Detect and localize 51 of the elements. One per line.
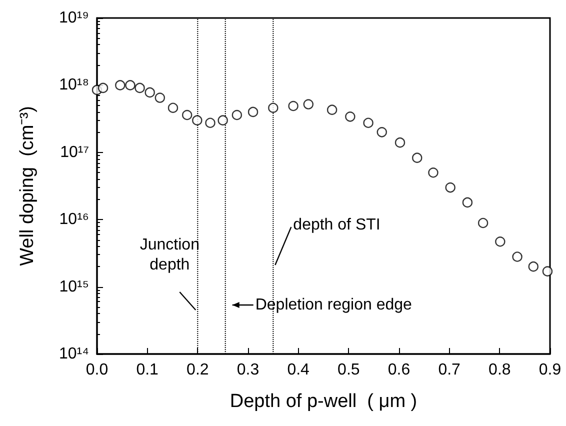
point bbox=[495, 236, 506, 247]
x-tick-label: 0.5 bbox=[338, 362, 360, 378]
point bbox=[528, 261, 538, 272]
point bbox=[182, 110, 192, 120]
y-tick-label: 10¹⁴ bbox=[59, 346, 90, 362]
x-tick-label: 0.9 bbox=[538, 362, 562, 378]
point bbox=[363, 118, 374, 128]
y-tick-label: 10¹⁶ bbox=[59, 211, 89, 228]
point bbox=[125, 80, 136, 90]
y-tick-label: 10¹⁹ bbox=[59, 10, 89, 26]
y-tick-label: 10¹⁷ bbox=[60, 144, 90, 161]
point bbox=[144, 87, 155, 98]
point bbox=[345, 112, 356, 122]
point bbox=[478, 218, 488, 228]
point bbox=[154, 92, 166, 103]
point bbox=[428, 168, 438, 178]
point bbox=[98, 82, 108, 94]
x-axis-title: Depth of p-well ( μm ) bbox=[230, 391, 418, 412]
point bbox=[394, 137, 406, 148]
point bbox=[205, 118, 216, 128]
point bbox=[268, 102, 278, 113]
point bbox=[115, 80, 126, 90]
x-tick-label: 0.7 bbox=[438, 362, 461, 378]
point bbox=[134, 82, 145, 94]
x-tick-label: 0.8 bbox=[488, 362, 511, 378]
x-tick-label: 0.2 bbox=[186, 362, 209, 378]
x-tick-label: 0.4 bbox=[287, 362, 310, 378]
x-tick-label: 0.6 bbox=[388, 362, 410, 378]
point bbox=[303, 99, 314, 110]
point bbox=[326, 104, 338, 115]
ref-line-label: depth of STI bbox=[293, 216, 380, 234]
point bbox=[376, 127, 387, 138]
point bbox=[412, 152, 422, 163]
point bbox=[248, 106, 258, 118]
point bbox=[288, 100, 298, 112]
ref-line-label: Junction depth bbox=[140, 236, 200, 274]
point bbox=[168, 102, 178, 113]
point bbox=[192, 115, 202, 126]
point bbox=[232, 110, 242, 120]
x-tick-label: 0.0 bbox=[86, 362, 108, 378]
point bbox=[512, 252, 522, 262]
x-tick-label: 0.1 bbox=[136, 362, 159, 378]
point bbox=[542, 266, 553, 276]
ref-line-label: Depletion region edge bbox=[255, 296, 412, 314]
y-tick-label: 10¹⁵ bbox=[59, 278, 89, 296]
x-tick-label: 0.3 bbox=[236, 362, 260, 378]
point bbox=[462, 197, 473, 208]
y-tick-label: 10¹⁸ bbox=[59, 76, 89, 94]
point bbox=[218, 115, 228, 126]
point bbox=[445, 182, 456, 193]
y-axis-title: Well doping (cm⁻³) bbox=[17, 106, 38, 266]
